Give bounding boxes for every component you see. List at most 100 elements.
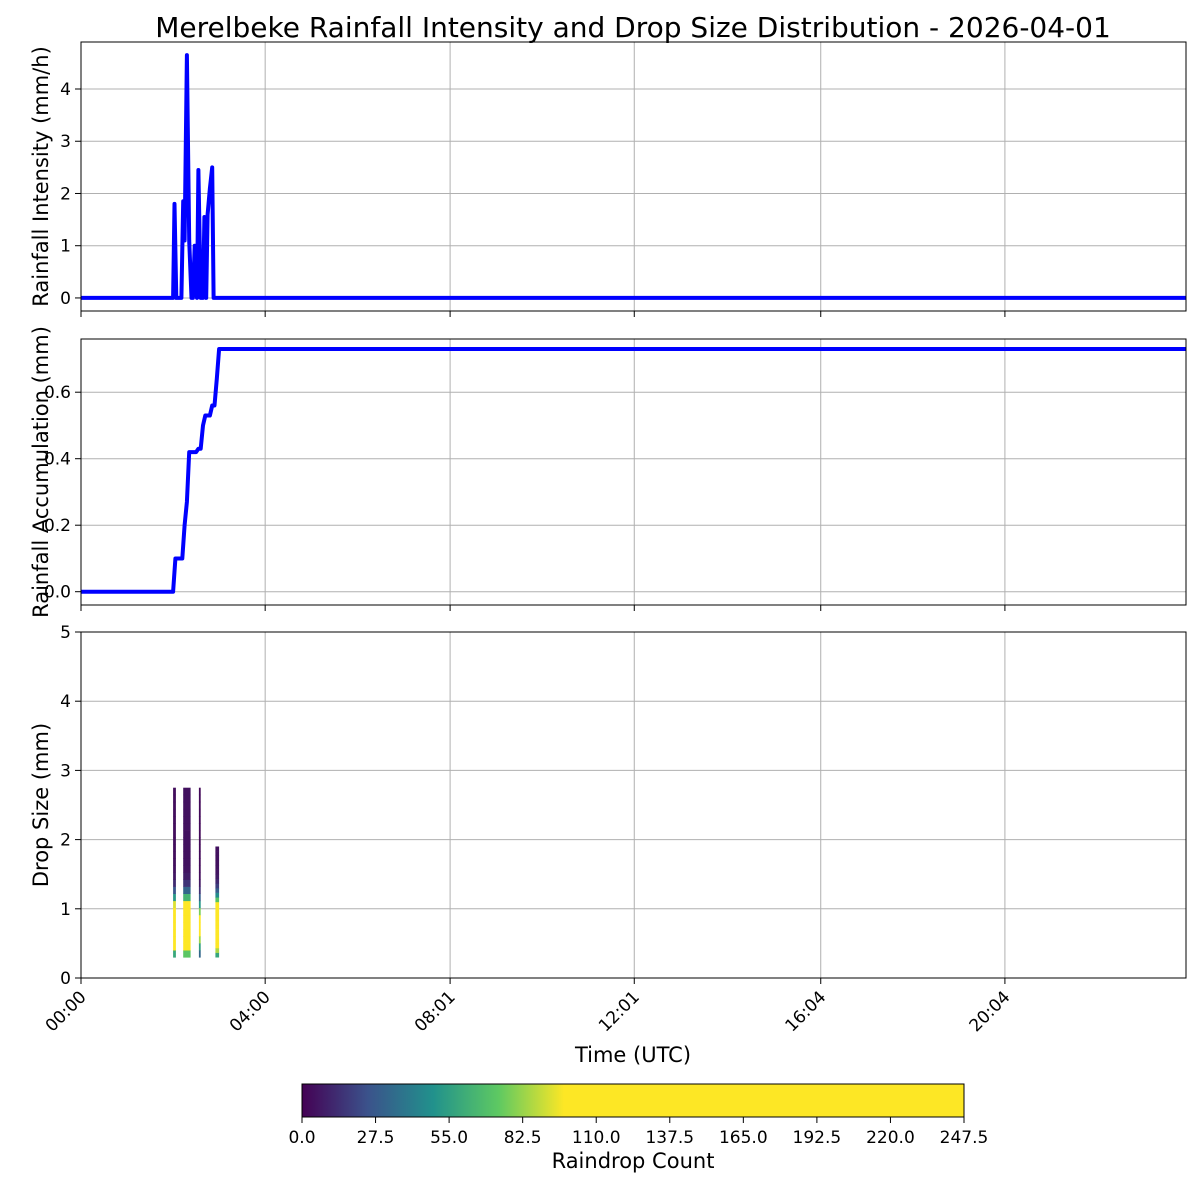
- heatmap-cell: [173, 943, 176, 951]
- heatmap-cell: [215, 924, 220, 930]
- heatmap-cell: [215, 860, 220, 866]
- heatmap-cell: [215, 865, 220, 870]
- heatmap-cell: [215, 920, 220, 926]
- colorbar-gradient: [301, 1083, 965, 1118]
- heatmap-cell: [198, 886, 201, 894]
- x-tick-label: 04:00: [226, 987, 275, 1036]
- x-axis-ticks: 00:00 04:00 08:01 12:01 16:04 20:04: [42, 987, 1015, 1036]
- y-tick-label: 0.4: [44, 450, 71, 470]
- axes-frame: [80, 338, 1187, 606]
- heatmap-cell: [183, 907, 191, 916]
- heatmap-cell: [198, 851, 201, 859]
- y-tick-label: 5: [60, 623, 71, 643]
- heatmap-cell: [173, 936, 176, 944]
- heatmap-cell: [198, 950, 201, 958]
- heatmap-cell: [198, 879, 201, 887]
- y-tick-label: 3: [60, 132, 71, 152]
- heatmap-cell: [183, 837, 191, 845]
- y-tick-label: 2: [60, 831, 71, 851]
- heatmap-cell: [215, 915, 220, 921]
- heatmap-cell: [183, 794, 191, 803]
- heatmap-cell: [173, 865, 176, 873]
- heatmap-cell: [183, 929, 191, 937]
- heatmap-cell: [198, 900, 201, 909]
- x-tick-label: 16:04: [781, 987, 830, 1036]
- heatmap-cell: [215, 901, 220, 907]
- y-tick-label: 0.2: [44, 516, 71, 536]
- heatmap-cell: [183, 865, 191, 873]
- colorbar-tick-label: 27.5: [357, 1128, 395, 1148]
- heatmap-cell: [198, 787, 201, 796]
- heatmap-cell: [183, 844, 191, 852]
- x-tick-label: 12:01: [595, 987, 644, 1036]
- heatmap-cell: [198, 794, 201, 803]
- colorbar: 0.0 27.5 55.0 82.5 110.0 137.5 165.0 192.5 220.0…: [288, 1083, 988, 1173]
- heatmap-cell: [198, 801, 201, 810]
- heatmap-cell: [198, 844, 201, 852]
- heatmap-cell: [198, 858, 201, 866]
- heatmap-cell: [215, 888, 220, 893]
- heatmap-cell: [215, 878, 220, 884]
- heatmap-cell: [173, 823, 176, 831]
- heatmap-cell: [215, 897, 220, 903]
- heatmap-cell: [198, 837, 201, 845]
- heatmap-cell: [215, 943, 220, 949]
- colorbar-tick-label: 55.0: [430, 1128, 468, 1148]
- heatmap-cell: [173, 907, 176, 916]
- heatmap-cell: [183, 830, 191, 838]
- x-tick-label: 20:04: [966, 987, 1015, 1036]
- y-axis-label: Rainfall Intensity (mm/h): [29, 46, 53, 307]
- panel-1: 0 1 2 3 4 Rainfall Intensity (mm/h): [29, 41, 1187, 317]
- heatmap-cell: [198, 808, 201, 817]
- heatmap-cell: [183, 900, 191, 909]
- heatmap-cell: [183, 921, 191, 930]
- colorbar-ticks: 0.0 27.5 55.0 82.5 110.0 137.5 165.0 192.5 220.0…: [288, 1117, 988, 1148]
- heatmap-cell: [183, 851, 191, 859]
- heatmap-cell: [173, 921, 176, 930]
- heatmap-cell: [173, 794, 176, 803]
- heatmap-cell: [215, 948, 220, 953]
- axes-frame: [80, 41, 1187, 312]
- colorbar-tick-label: 137.5: [645, 1128, 694, 1148]
- chart-title: Merelbeke Rainfall Intensity and Drop Si…: [155, 11, 1111, 44]
- heatmap-cell: [173, 844, 176, 852]
- heatmap-cell: [215, 892, 220, 898]
- heatmap-cell: [183, 872, 191, 880]
- y-tick-label: 3: [60, 761, 71, 781]
- heatmap-cell: [198, 830, 201, 838]
- heatmap-cell: [183, 879, 191, 887]
- heatmap-cell: [215, 883, 220, 889]
- heatmap-cell: [198, 914, 201, 923]
- y-tick-label: 1: [60, 900, 71, 920]
- heatmap-cell: [173, 808, 176, 817]
- y-tick-label: 2: [60, 184, 71, 204]
- heatmap-cell: [215, 851, 220, 856]
- heatmap-cell: [198, 816, 201, 824]
- heatmap-cell: [215, 929, 220, 935]
- heatmap-cell: [198, 943, 201, 951]
- heatmap-cell: [215, 906, 220, 912]
- heatmap-cell: [183, 914, 191, 923]
- y-tick-label: 0: [60, 969, 71, 989]
- heatmap-cell: [183, 893, 191, 902]
- heatmap-cell: [173, 950, 176, 958]
- heatmap-cell: [198, 936, 201, 944]
- heatmap-cell: [198, 872, 201, 880]
- heatmap-cell: [173, 872, 176, 880]
- heatmap-cell: [215, 846, 220, 852]
- heatmap-cell: [183, 787, 191, 796]
- heatmap-cell: [173, 858, 176, 866]
- x-axis-label: Time (UTC): [574, 1043, 691, 1067]
- y-tick-label: 0: [60, 289, 71, 309]
- heatmap-cell: [183, 943, 191, 951]
- heatmap-cell: [183, 801, 191, 810]
- heatmap-cell: [183, 816, 191, 824]
- heatmap-cell: [198, 823, 201, 831]
- series-line: [81, 347, 1186, 594]
- colorbar-tick-label: 220.0: [866, 1128, 915, 1148]
- heatmap-cell: [173, 893, 176, 902]
- heatmap-cell: [173, 929, 176, 937]
- y-axis-label: Rainfall Accumulation (mm): [29, 326, 53, 618]
- heatmap-cell: [173, 900, 176, 909]
